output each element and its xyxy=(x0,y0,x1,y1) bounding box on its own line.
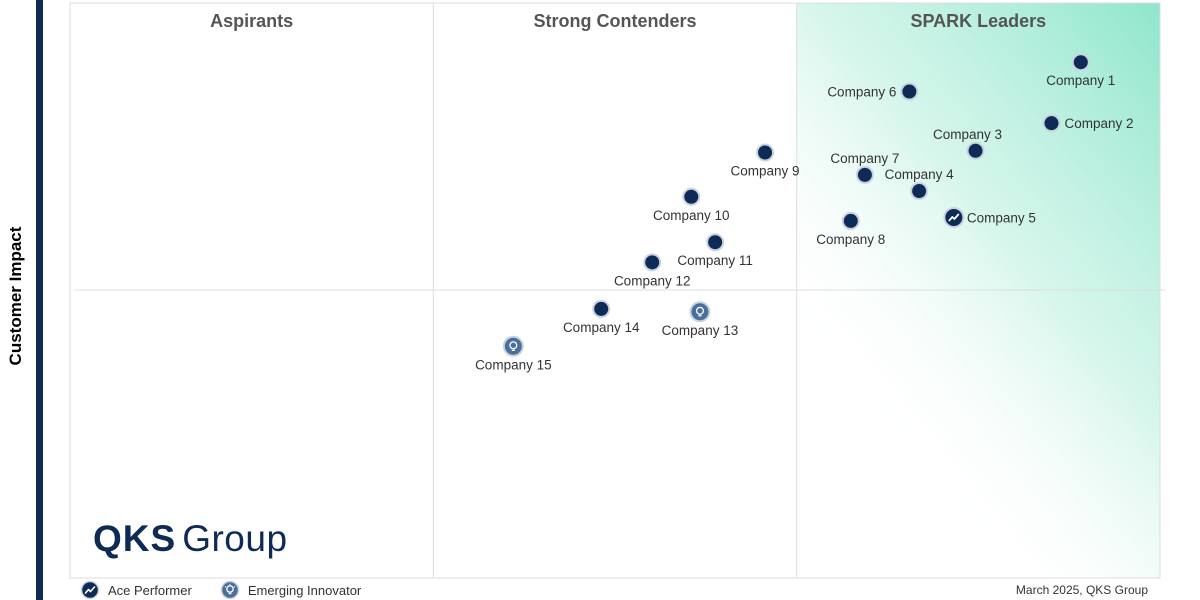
qks-group-logo: QKS Group xyxy=(93,518,288,560)
emerging-innovator-icon xyxy=(502,335,524,357)
trend-glyph xyxy=(948,213,960,222)
point-company-4: Company 4 xyxy=(885,167,955,201)
grid-lines xyxy=(69,2,1165,579)
point-company-7: Company 7 xyxy=(830,151,899,184)
legend: Ace Performer Emerging Innovator xyxy=(80,580,389,600)
point-marker xyxy=(841,211,860,230)
point-marker xyxy=(643,253,662,272)
point-marker xyxy=(1042,114,1061,133)
quadrant-titles: Aspirants Strong Contenders SPARK Leaders xyxy=(210,11,1046,31)
point-company-6: Company 6 xyxy=(827,82,919,101)
point-label-company-1: Company 1 xyxy=(1046,73,1115,88)
footnote: March 2025, QKS Group xyxy=(1015,583,1148,597)
point-company-14: Company 14 xyxy=(563,299,640,335)
point-company-15: Company 15 xyxy=(475,335,552,372)
point-marker xyxy=(756,143,775,162)
emerging-innovator-icon xyxy=(220,580,240,600)
quadrant-title-strong-contenders: Strong Contenders xyxy=(533,11,696,31)
bulb-glyph xyxy=(695,306,705,315)
quadrant-title-aspirants: Aspirants xyxy=(210,11,293,31)
point-label-company-9: Company 9 xyxy=(731,164,800,179)
point-marker xyxy=(910,182,929,201)
point-marker xyxy=(682,187,701,206)
point-label-company-10: Company 10 xyxy=(653,208,730,223)
emerging-innovator-icon xyxy=(689,301,711,323)
point-company-13: Company 13 xyxy=(662,301,739,338)
point-company-3: Company 3 xyxy=(933,127,1002,160)
point-company-10: Company 10 xyxy=(653,187,730,223)
legend-item-innovator: Emerging Innovator xyxy=(220,580,361,600)
point-marker xyxy=(1071,53,1090,72)
point-marker xyxy=(966,141,985,160)
legend-item-ace: Ace Performer xyxy=(80,580,192,600)
point-company-12: Company 12 xyxy=(614,253,691,288)
point-label-company-3: Company 3 xyxy=(933,127,1002,142)
point-label-company-14: Company 14 xyxy=(563,320,640,335)
point-marker xyxy=(706,233,725,252)
logo-bold-text: QKS xyxy=(93,518,177,559)
point-label-company-4: Company 4 xyxy=(885,167,955,182)
legend-label-innovator: Emerging Innovator xyxy=(247,582,362,598)
point-marker xyxy=(855,165,874,184)
point-label-company-8: Company 8 xyxy=(816,232,885,247)
point-company-8: Company 8 xyxy=(816,211,885,247)
quadrant-title-spark-leaders: SPARK Leaders xyxy=(910,11,1046,31)
y-axis-bar xyxy=(36,0,43,600)
point-company-1: Company 1 xyxy=(1046,53,1115,88)
point-label-company-6: Company 6 xyxy=(827,85,896,100)
logo-light-text: Group xyxy=(182,518,288,559)
point-label-company-15: Company 15 xyxy=(475,357,552,372)
point-company-2: Company 2 xyxy=(1042,114,1134,133)
point-label-company-5: Company 5 xyxy=(967,210,1036,225)
point-label-company-11: Company 11 xyxy=(677,253,753,268)
point-company-11: Company 11 xyxy=(677,233,753,268)
point-label-company-2: Company 2 xyxy=(1065,116,1134,131)
point-label-company-7: Company 7 xyxy=(830,151,899,166)
ace-performer-icon xyxy=(80,580,100,600)
bulb-glyph xyxy=(509,341,518,350)
point-company-9: Company 9 xyxy=(731,143,800,179)
point-marker xyxy=(592,299,611,318)
point-marker xyxy=(900,82,919,101)
point-label-company-12: Company 12 xyxy=(614,273,691,288)
point-label-company-13: Company 13 xyxy=(662,323,739,338)
point-company-5: Company 5 xyxy=(943,206,1036,228)
legend-label-ace: Ace Performer xyxy=(108,582,192,598)
